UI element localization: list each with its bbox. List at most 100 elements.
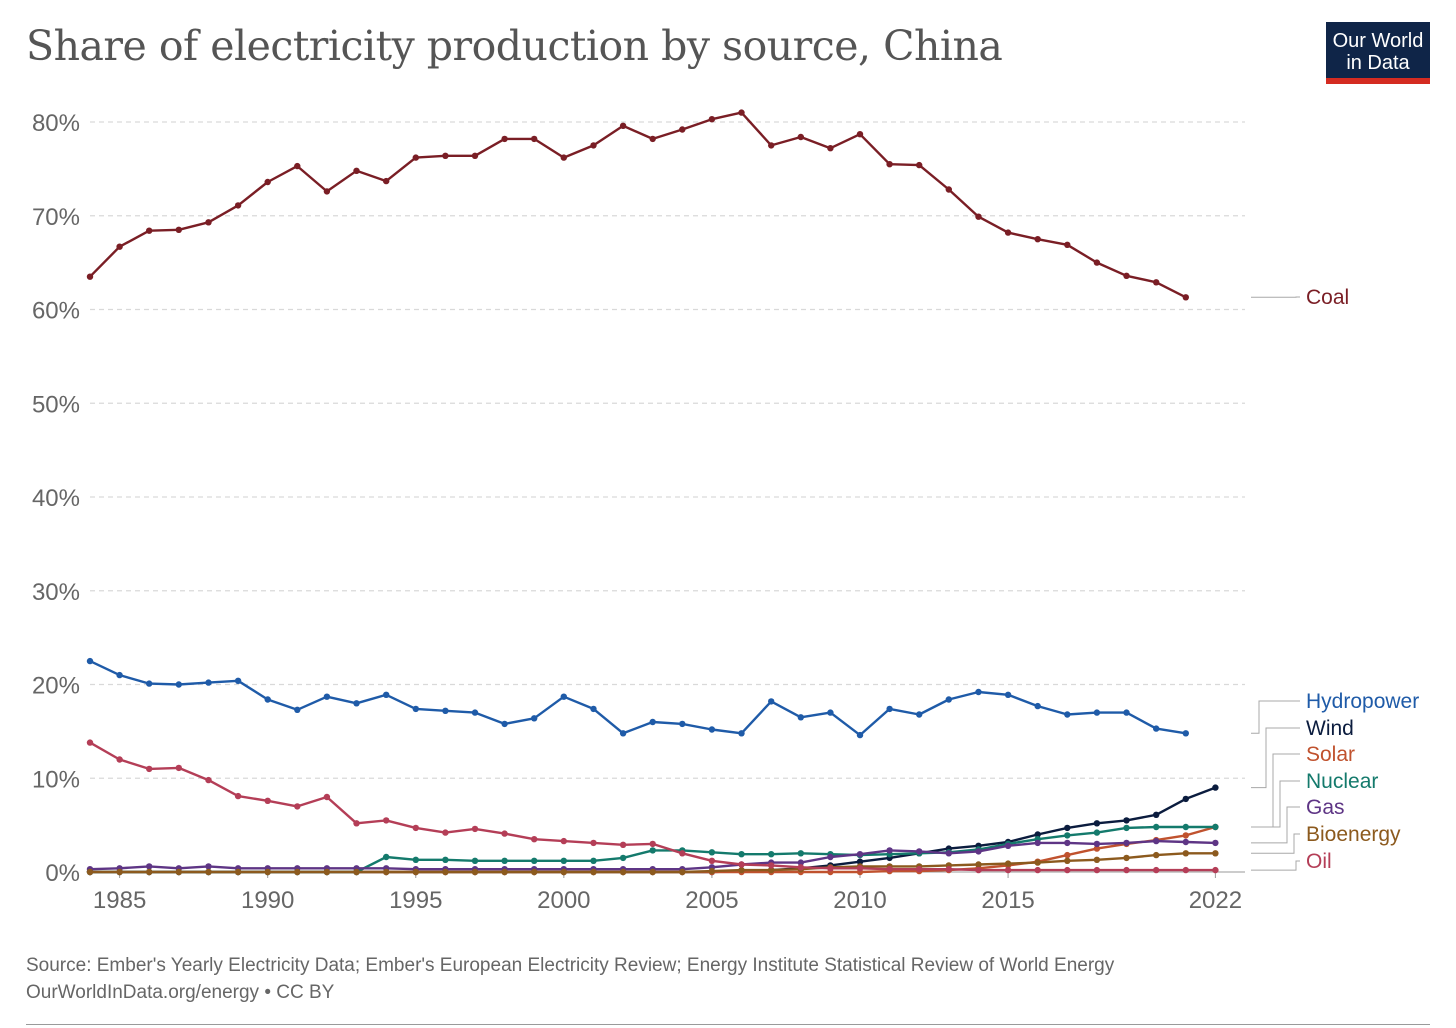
data-point-bioenergy	[146, 868, 153, 876]
data-point-nuclear	[471, 857, 479, 864]
data-point-wind	[1034, 831, 1041, 838]
data-point-oil	[1153, 866, 1160, 874]
data-point-gas	[797, 859, 804, 866]
chart-title: Share of electricity production by sourc…	[26, 22, 1003, 70]
data-point-coal	[619, 122, 627, 129]
series-labels: Coal Hydropower Wind Solar Nuclear Gas Bioener…	[1251, 286, 1419, 873]
data-point-bioenergy	[323, 868, 331, 876]
data-point-bioenergy	[205, 868, 212, 876]
owid-logo[interactable]: Our World in Data	[1326, 22, 1430, 84]
data-point-oil	[501, 830, 508, 837]
data-point-hydropower	[856, 731, 864, 739]
data-point-coal	[590, 142, 597, 149]
label-connector-gas	[1251, 806, 1300, 844]
data-point-wind	[1212, 784, 1219, 791]
data-point-hydropower	[442, 707, 449, 714]
data-point-oil	[1093, 866, 1101, 874]
y-axis: 0% 10% 20% 30% 40% 50% 60% 70% 80%	[32, 110, 80, 887]
series-label-nuclear: Nuclear	[1306, 770, 1378, 793]
data-point-coal	[1064, 241, 1071, 248]
data-point-coal	[945, 186, 952, 193]
footer: Source: Ember's Yearly Electricity Data;…	[26, 952, 1114, 1006]
data-point-gas	[1153, 837, 1160, 845]
data-point-oil	[175, 764, 182, 772]
data-point-oil	[146, 765, 153, 773]
data-point-hydropower	[886, 705, 893, 713]
data-point-hydropower	[768, 698, 775, 705]
data-point-bioenergy	[1064, 857, 1071, 864]
data-point-coal	[856, 131, 864, 138]
data-point-coal	[1093, 259, 1101, 266]
data-point-gas	[1093, 840, 1101, 848]
data-point-bioenergy	[86, 868, 94, 876]
data-point-bioenergy	[975, 861, 982, 868]
series-hydropower	[86, 657, 1190, 739]
data-point-oil	[1004, 866, 1012, 874]
series-label-solar: Solar	[1306, 743, 1355, 766]
data-point-nuclear	[501, 857, 508, 864]
x-tick-label: 2000	[537, 887, 590, 914]
data-point-hydropower	[412, 705, 419, 713]
data-point-coal	[916, 161, 923, 169]
data-point-oil	[1034, 866, 1041, 874]
data-point-hydropower	[590, 705, 597, 713]
data-point-bioenergy	[738, 866, 745, 874]
data-point-gas	[975, 848, 982, 855]
data-point-gas	[827, 853, 834, 861]
data-point-hydropower	[471, 709, 479, 716]
data-point-coal	[442, 152, 449, 159]
data-point-hydropower	[679, 720, 686, 728]
data-point-gas	[146, 863, 153, 870]
data-point-nuclear	[383, 853, 390, 861]
data-point-hydropower	[116, 671, 123, 679]
data-point-bioenergy	[383, 868, 390, 876]
data-point-nuclear	[1153, 823, 1160, 831]
data-point-bioenergy	[1093, 856, 1101, 863]
data-point-bioenergy	[442, 868, 449, 876]
series-oil	[86, 739, 1219, 874]
data-point-bioenergy	[619, 868, 627, 876]
line-chart: 0% 10% 20% 30% 40% 50% 60% 70% 80% 1985 1990 1995 2…	[32, 109, 1419, 914]
data-point-bioenergy	[590, 868, 597, 876]
data-point-bioenergy	[1123, 854, 1130, 862]
data-point-hydropower	[501, 720, 508, 728]
data-point-hydropower	[1004, 691, 1012, 698]
data-point-oil	[1182, 866, 1190, 874]
data-point-hydropower	[383, 691, 390, 698]
series-label-hydropower: Hydropower	[1306, 690, 1419, 713]
data-point-oil	[945, 866, 952, 873]
data-point-hydropower	[1064, 711, 1071, 718]
label-connector-hydropower	[1251, 700, 1300, 734]
data-point-coal	[116, 243, 123, 250]
grid-lines	[90, 121, 1245, 779]
data-point-oil	[205, 776, 212, 784]
label-connector-solar	[1251, 753, 1300, 828]
data-point-hydropower	[975, 688, 982, 696]
data-point-nuclear	[649, 847, 656, 854]
data-point-coal	[649, 135, 656, 143]
data-point-hydropower	[234, 677, 242, 684]
data-point-bioenergy	[294, 868, 301, 876]
data-point-coal	[294, 162, 301, 170]
data-point-bioenergy	[353, 868, 360, 876]
y-tick-label: 70%	[32, 204, 80, 231]
data-point-oil	[886, 866, 893, 873]
label-connector-bioenergy	[1251, 833, 1300, 854]
data-point-coal	[323, 188, 331, 195]
data-point-coal	[827, 145, 834, 152]
series-line-coal	[89, 111, 1187, 299]
footer-divider	[26, 1024, 1430, 1025]
data-point-coal	[205, 219, 212, 226]
data-point-gas	[205, 863, 212, 870]
data-point-hydropower	[708, 726, 716, 733]
data-point-bioenergy	[1182, 850, 1190, 857]
data-point-coal	[1123, 272, 1130, 279]
data-point-bioenergy	[501, 868, 508, 876]
data-point-bioenergy	[412, 868, 419, 876]
y-tick-label: 60%	[32, 298, 80, 325]
data-point-oil	[975, 866, 982, 874]
data-point-oil	[797, 864, 804, 871]
data-point-nuclear	[412, 856, 419, 863]
label-connector-wind	[1251, 727, 1300, 789]
data-point-hydropower	[1093, 709, 1101, 716]
